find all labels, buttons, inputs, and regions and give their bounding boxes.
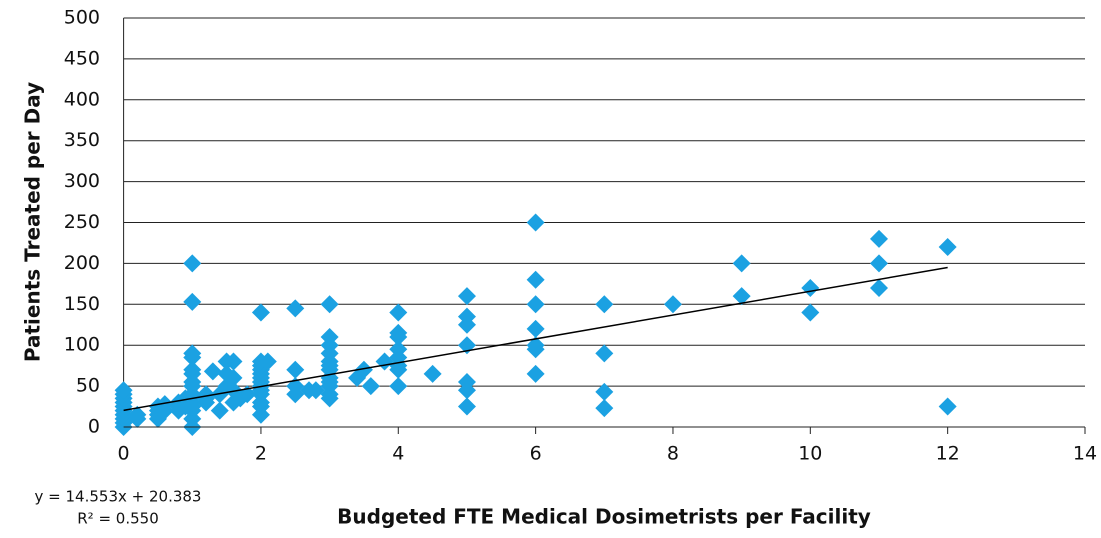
point (361, 377, 380, 396)
y-tick-label: 400 (64, 88, 100, 110)
y-tick-label: 100 (64, 334, 100, 356)
point (801, 303, 820, 322)
point (354, 360, 373, 379)
x-axis-title: Budgeted FTE Medical Dosimetrists per Fa… (337, 505, 871, 529)
x-tick-label: 4 (392, 443, 404, 465)
x-tick-label: 6 (530, 443, 542, 465)
x-tick-label: 14 (1073, 443, 1097, 465)
point (801, 278, 820, 297)
y-tick-label: 0 (88, 416, 100, 438)
point (938, 238, 957, 257)
point (595, 344, 614, 363)
x-tick-label: 0 (118, 443, 130, 465)
y-tick-label: 150 (64, 293, 100, 315)
point (183, 360, 202, 379)
point (526, 270, 545, 289)
point (114, 381, 133, 400)
r-squared: R² = 0.550 (77, 510, 158, 528)
point (210, 401, 229, 420)
point (203, 362, 222, 381)
point (869, 254, 888, 273)
point (732, 287, 751, 306)
point (526, 213, 545, 232)
point (595, 295, 614, 314)
y-tick-label: 250 (64, 211, 100, 233)
point (224, 368, 243, 387)
point (183, 254, 202, 273)
point (389, 323, 408, 342)
point (595, 399, 614, 418)
y-tick-label: 450 (64, 47, 100, 69)
point (320, 295, 339, 314)
trendline (123, 266, 948, 412)
x-tick-label: 12 (936, 443, 960, 465)
point (389, 377, 408, 396)
x-tick-label: 8 (667, 443, 679, 465)
point (663, 295, 682, 314)
y-tick-label: 500 (64, 7, 100, 29)
point (306, 381, 325, 400)
y-axis-title: Patients Treated per Day (21, 82, 45, 362)
point (938, 397, 957, 416)
point (595, 382, 614, 401)
point (869, 278, 888, 297)
point (526, 319, 545, 338)
trend-equation: y = 14.553x + 20.383 (35, 488, 202, 506)
point (732, 254, 751, 273)
point (224, 352, 243, 371)
point (423, 364, 442, 383)
point (251, 303, 270, 322)
point (375, 352, 394, 371)
y-tick-label: 200 (64, 252, 100, 274)
point (389, 340, 408, 359)
point (258, 352, 277, 371)
point (389, 303, 408, 322)
point (526, 295, 545, 314)
x-tick-label: 10 (798, 443, 822, 465)
point (526, 336, 545, 355)
y-tick-label: 50 (76, 375, 100, 397)
point (457, 287, 476, 306)
y-tick-label: 350 (64, 129, 100, 151)
point (869, 229, 888, 248)
point (320, 328, 339, 347)
point (197, 385, 216, 404)
point (155, 401, 174, 420)
point (183, 292, 202, 311)
point (457, 373, 476, 392)
point (457, 307, 476, 326)
point (286, 299, 305, 318)
point (128, 405, 147, 424)
point (286, 360, 305, 379)
y-tick-label: 300 (64, 170, 100, 192)
point (183, 344, 202, 363)
point (526, 364, 545, 383)
point (457, 397, 476, 416)
x-tick-label: 2 (255, 443, 267, 465)
